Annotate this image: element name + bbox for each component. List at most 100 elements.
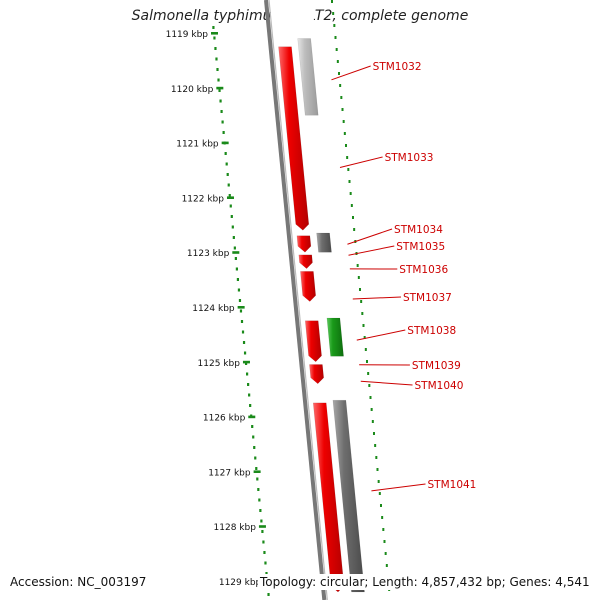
label-leader	[339, 156, 383, 169]
gene-stm1034[interactable]	[316, 232, 332, 253]
tick-dot	[227, 183, 230, 187]
tick-mark	[248, 415, 256, 419]
gene-unlabeled-10[interactable]	[332, 399, 365, 593]
tick-dot	[233, 246, 236, 250]
tick-dot	[213, 36, 216, 40]
backbone-shadow	[268, 0, 328, 600]
tick-dot	[235, 267, 238, 271]
outer-guide-dot	[344, 144, 347, 147]
outer-guide-dot	[332, 12, 335, 15]
tick-label: 1128 kbp	[214, 523, 257, 533]
outer-guide-dot	[342, 120, 345, 123]
tick-label: 1121 kbp	[176, 140, 219, 150]
outer-guide-dot	[367, 372, 370, 375]
gene-label-stm1034[interactable]: STM1034	[394, 224, 443, 236]
tick-dot	[249, 404, 252, 407]
gene-label-stm1039[interactable]: STM1039	[412, 360, 461, 372]
tick-dot	[263, 551, 266, 554]
gene-stm1036[interactable]	[298, 254, 313, 269]
tick-track: 1119 kbp 1120 kbp 1121 kbp 1122 kbp 1123 kbp…	[166, 0, 391, 596]
outer-guide-dot	[340, 96, 343, 99]
tick-dot	[225, 162, 228, 166]
outer-guide-dot	[377, 480, 380, 483]
tick-mark	[226, 196, 234, 199]
outer-guide-dot	[334, 36, 337, 39]
tick-label: 1129 kbp	[219, 578, 262, 588]
tick-dot	[224, 152, 227, 155]
outer-guide-dot	[371, 420, 374, 423]
tick-dot	[243, 351, 247, 355]
accession-label: Accession: NC_003197	[8, 574, 149, 590]
outer-guide-dot	[336, 60, 339, 63]
tick-dot	[229, 204, 232, 208]
tick-dot	[217, 78, 220, 82]
tick-dot	[214, 47, 217, 50]
tick-dot	[226, 173, 229, 176]
tick-mark	[253, 470, 261, 473]
tick-label: 1119 kbp	[166, 30, 209, 40]
genome-summary: Topology: circular; Length: 4,857,432 bp…	[258, 574, 592, 590]
gene-label-stm1032[interactable]: STM1032	[373, 61, 422, 73]
outer-guide-dot	[372, 432, 375, 435]
gene-label-stm1037[interactable]: STM1037	[403, 292, 452, 304]
label-leader	[356, 329, 406, 341]
outer-guide-dot	[349, 192, 352, 195]
tick-dot	[264, 561, 267, 565]
outer-guide-dot	[353, 228, 356, 231]
tick-dot	[248, 393, 251, 397]
gene-label-stm1038[interactable]: STM1038	[407, 325, 456, 337]
outer-guide-dot	[376, 468, 379, 471]
outer-guide-dot	[358, 288, 361, 291]
label-leader	[352, 296, 401, 300]
gene-label-stm1041[interactable]: STM1041	[428, 479, 477, 491]
gene-stm1038[interactable]	[326, 317, 344, 357]
tick-dot	[258, 498, 261, 502]
outer-guide-dot	[333, 24, 336, 27]
outer-guide-dot	[357, 276, 360, 279]
tick-dot	[230, 215, 233, 218]
gene-label-stm1035[interactable]: STM1035	[396, 241, 445, 253]
gene-labels: STM1032 STM1033 STM1034 STM1035 STM1036 STM10…	[331, 61, 477, 492]
outer-guide-dot	[337, 72, 340, 75]
tick-dot	[222, 131, 225, 134]
outer-guide-dot	[363, 336, 366, 339]
outer-guide-dot	[360, 300, 363, 303]
gene-label-stm1036[interactable]: STM1036	[399, 264, 448, 276]
gene-label-stm1040[interactable]: STM1040	[415, 380, 464, 392]
tick-dot	[257, 488, 260, 491]
backbone-line	[264, 0, 327, 600]
gene-label-stm1033[interactable]: STM1033	[385, 152, 434, 164]
label-leader	[348, 245, 395, 256]
label-leader	[360, 380, 413, 386]
gene-stm1040[interactable]	[309, 364, 324, 385]
tick-dot	[218, 89, 221, 92]
outer-guide-dot	[375, 456, 378, 459]
tick-dot	[219, 99, 222, 103]
outer-guide-dot	[331, 0, 333, 3]
gene-stm1035[interactable]	[296, 235, 312, 253]
gene-stm1039[interactable]	[304, 320, 322, 363]
outer-guide-dot	[378, 492, 381, 495]
outer-guide-dot	[350, 204, 353, 207]
outer-guide-dot	[362, 324, 365, 327]
tick-mark	[258, 525, 266, 528]
gene-stm1037[interactable]	[300, 271, 316, 302]
tick-mark	[221, 141, 229, 145]
tick-mark	[211, 32, 218, 35]
tick-label: 1123 kbp	[187, 249, 230, 259]
outer-guide-dot	[379, 504, 382, 507]
label-leader	[347, 228, 393, 245]
outer-guide-dot	[381, 516, 384, 519]
tick-label: 1120 kbp	[171, 85, 214, 95]
tick-dot	[255, 467, 258, 470]
tick-dot	[256, 477, 259, 481]
gene-stm1033[interactable]	[278, 46, 310, 231]
outer-guide-dot	[356, 264, 359, 267]
tick-dot	[265, 572, 268, 575]
tick-label: 1122 kbp	[182, 194, 225, 204]
outer-guide-dot	[374, 444, 377, 447]
tick-dot	[238, 299, 242, 302]
outer-guide-dot	[385, 564, 388, 567]
gene-stm1032[interactable]	[297, 38, 319, 116]
